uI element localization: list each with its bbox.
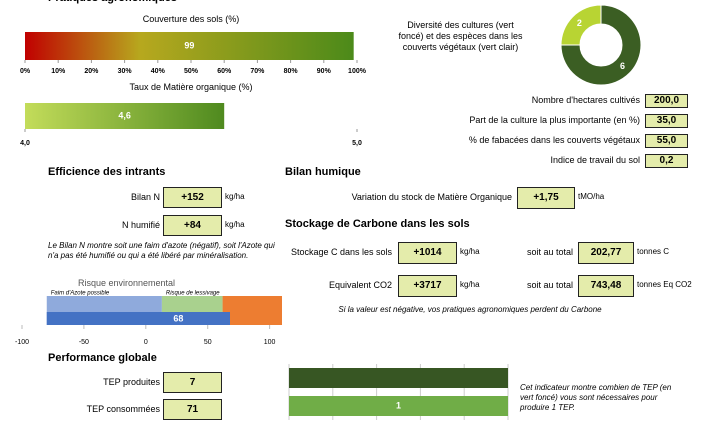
row-value: +152 xyxy=(163,187,222,208)
row-unit: tonnes Eq CO2 xyxy=(637,280,692,289)
bar xyxy=(289,368,508,388)
tick-label: 20% xyxy=(84,68,99,75)
value-label: 99 xyxy=(184,40,194,50)
row-value: 743,48 xyxy=(578,275,634,297)
slice-label: 2 xyxy=(577,18,582,28)
row-unit: kg/ha xyxy=(460,247,480,256)
indicator-label: Indice de travail du sol xyxy=(550,155,640,165)
indicator-value: 55,0 xyxy=(645,134,688,148)
slice-label: 6 xyxy=(620,61,625,71)
indicator-label: % de fabacées dans les couverts végétaux xyxy=(468,135,640,145)
row-unit: tMO/ha xyxy=(578,192,605,201)
row-label: Variation du stock de Matière Organique xyxy=(351,192,512,202)
zone-label: Risque de lessivage xyxy=(166,291,220,297)
section-title: Performance globale xyxy=(48,352,157,364)
row-unit: tonnes C xyxy=(637,247,670,256)
tick-label: 4,0 xyxy=(20,140,30,147)
donut-title: Diversité des cultures (vert foncé) et d… xyxy=(398,20,523,52)
value-label: 68 xyxy=(173,313,183,323)
tick-label: 100 xyxy=(264,339,276,346)
row-value: +1,75 xyxy=(517,187,575,209)
indicator-label: Nombre d'hectares cultivés xyxy=(531,95,640,105)
risk-bar xyxy=(46,312,231,325)
donut-slice xyxy=(560,4,642,86)
row-label: TEP produites xyxy=(103,376,160,387)
note: Cet indicateur montre combien de TEP (en… xyxy=(520,383,672,412)
indicator-label: Part de la culture la plus importante (e… xyxy=(469,115,640,125)
bar xyxy=(289,396,508,416)
gauge-title: Couverture des sols (%) xyxy=(142,14,240,24)
row-value: 71 xyxy=(163,399,222,420)
indicator-value: 200,0 xyxy=(645,94,688,108)
indicator-value: 35,0 xyxy=(645,114,688,128)
tick-label: 10% xyxy=(51,68,66,75)
gauge-bar xyxy=(25,103,225,129)
gauge-title: Taux de Matière organique (%) xyxy=(129,82,253,92)
tick-label: 30% xyxy=(118,68,133,75)
row-value: +1014 xyxy=(398,242,457,264)
section-title: Bilan humique xyxy=(285,166,361,178)
tick-label: -50 xyxy=(79,339,89,346)
section-title: Stockage de Carbone dans les sols xyxy=(285,218,470,230)
row-value: 202,77 xyxy=(578,242,634,264)
zone-label: Faim d'Azote possible xyxy=(51,291,110,297)
tick-label: 90% xyxy=(317,68,332,75)
note: Si la valeur est négative, vos pratiques… xyxy=(338,305,602,314)
row-value: +3717 xyxy=(398,275,457,297)
row-label: N humifié xyxy=(121,219,160,230)
row-unit: kg/ha xyxy=(225,219,245,229)
tick-label: 0 xyxy=(144,339,148,346)
row-unit: kg/ha xyxy=(460,280,480,289)
row-label: soit au total xyxy=(526,247,573,257)
section-title: Pratiques agronomiques xyxy=(48,0,177,4)
tick-label: -100 xyxy=(15,339,29,346)
gauge-bar xyxy=(25,32,354,60)
tick-label: 80% xyxy=(284,68,299,75)
tick-label: 70% xyxy=(250,68,265,75)
tick-label: 60% xyxy=(217,68,232,75)
tick-label: 50 xyxy=(204,339,212,346)
value-label: 4,6 xyxy=(118,110,131,120)
row-label: Stockage C dans les sols xyxy=(290,247,392,257)
chart-title: Risque environnemental xyxy=(78,278,176,288)
tick-label: 0% xyxy=(20,68,31,75)
row-label: Equivalent CO2 xyxy=(328,280,392,290)
note: Le Bilan N montre soit une faim d'azote … xyxy=(48,241,275,260)
section-title: Efficience des intrants xyxy=(48,166,166,178)
tick-label: 5,0 xyxy=(352,140,362,147)
row-value: +84 xyxy=(163,215,222,236)
tick-label: 50% xyxy=(184,68,199,75)
row-label: soit au total xyxy=(526,280,573,290)
row-unit: kg/ha xyxy=(225,191,245,201)
donut-slice xyxy=(560,4,602,46)
value-label: 1 xyxy=(396,400,401,410)
tick-label: 100% xyxy=(348,68,367,75)
risk-zone xyxy=(222,296,282,325)
tick-label: 40% xyxy=(151,68,166,75)
row-label: TEP consommées xyxy=(86,403,160,414)
row-label: Bilan N xyxy=(130,191,160,202)
row-value: 7 xyxy=(163,372,222,393)
indicator-value: 0,2 xyxy=(645,154,688,168)
